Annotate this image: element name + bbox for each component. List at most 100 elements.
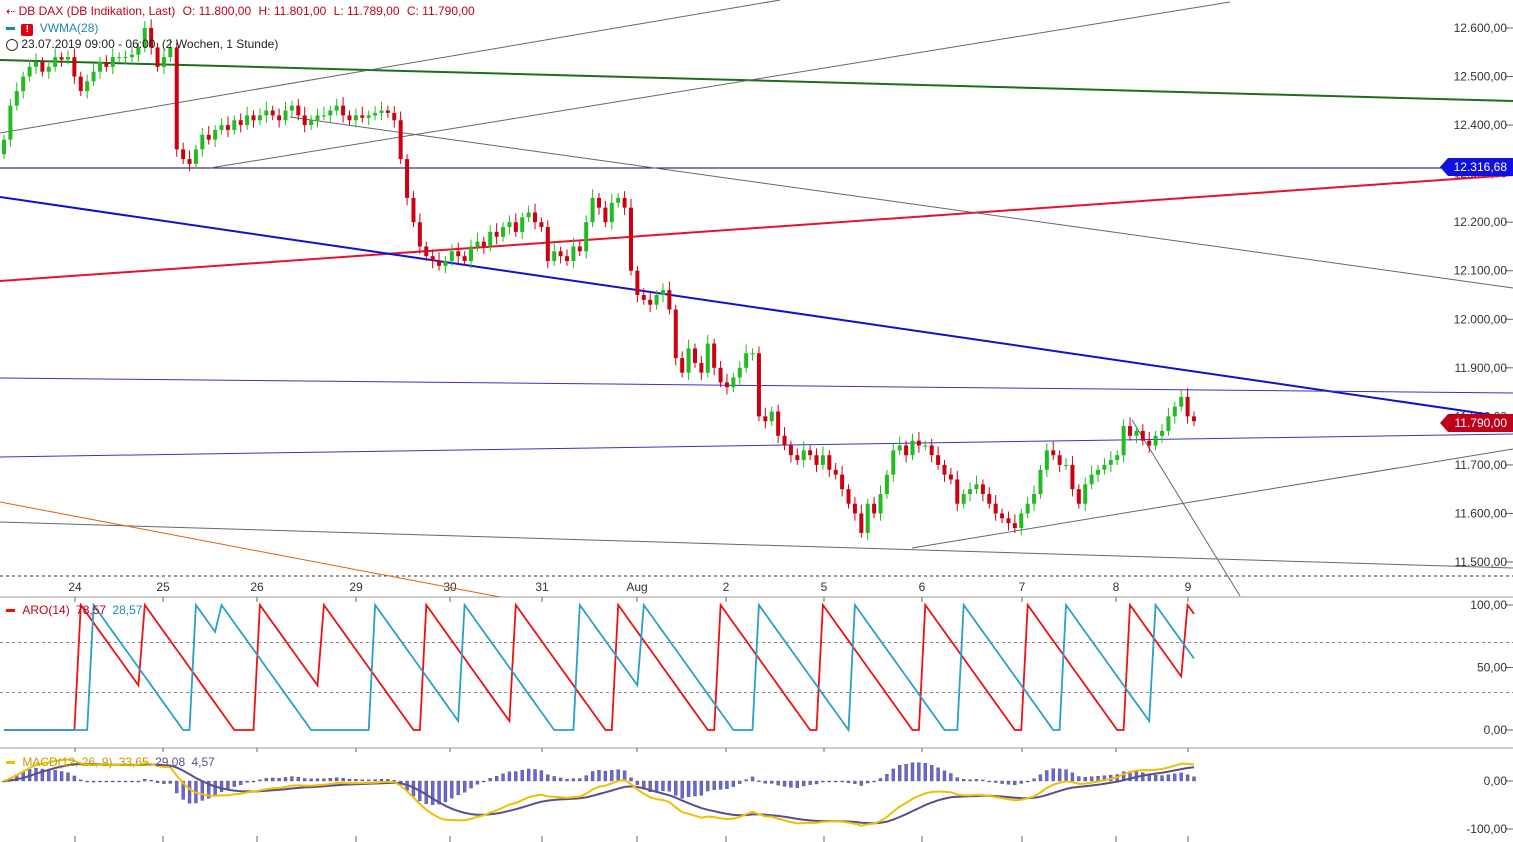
aroon-tick-label: 0,00 (1484, 723, 1508, 737)
candle-body (667, 290, 672, 310)
candle-body (385, 110, 390, 113)
macd-histogram-bar (450, 780, 454, 799)
candle-body (123, 57, 128, 59)
candle-body (321, 115, 326, 117)
grey-trendline (0, 521, 1513, 569)
close-value: C: 11.790,00 (406, 4, 475, 18)
x-tick-label: 25 (156, 580, 170, 594)
macd-histogram-bar (654, 780, 659, 793)
candle-body (846, 489, 851, 504)
macd-histogram-bar (367, 779, 371, 782)
macd-histogram-bar (98, 780, 102, 783)
candle-body (840, 474, 845, 490)
candle-body (628, 207, 633, 271)
header-row-2: ! VWMA(28) (6, 21, 98, 36)
candle-body (769, 411, 774, 422)
candle-body (948, 474, 953, 480)
vwma-label[interactable]: VWMA(28) (39, 21, 99, 35)
candle-body (392, 112, 397, 121)
macd-histogram-bar (456, 780, 460, 796)
candle-body (929, 445, 934, 456)
macd-histogram-bar (1019, 780, 1023, 784)
macd-histogram-bar (699, 780, 704, 796)
candle-body (59, 57, 64, 60)
macd-histogram-bar (475, 780, 480, 785)
aroon-up-line (4, 602, 1195, 731)
candle-body (347, 115, 352, 121)
price-tick-label: 12.100,00 (1454, 264, 1508, 278)
macd-histogram-bar (731, 780, 736, 787)
candle-body (27, 66, 32, 77)
macd-histogram-bar (207, 780, 211, 799)
candle-body (609, 202, 614, 223)
candle-body (648, 299, 653, 305)
candle-body (1115, 455, 1120, 461)
candle-body (590, 197, 595, 223)
candle-body (526, 212, 531, 218)
candle-body (533, 212, 538, 223)
macd-histogram-bar (744, 779, 748, 782)
candle-body (974, 484, 979, 490)
macd-histogram-bar (315, 778, 320, 782)
aroon-label[interactable]: ARO(14) (22, 603, 70, 617)
candle-body (251, 115, 256, 121)
macd-histogram-bar (1045, 770, 1049, 782)
macd-histogram-bar (590, 771, 595, 782)
candle-body (97, 61, 102, 72)
macd-histogram-bar (885, 773, 889, 782)
candle-body (859, 513, 864, 533)
macd-histogram-bar (706, 780, 710, 792)
candle-body (968, 489, 973, 495)
candle-body (980, 484, 985, 495)
candle-body (1153, 435, 1158, 446)
candle-body (641, 295, 646, 300)
candle-body (1019, 513, 1024, 529)
level-price-badge-label: 12.316,68 (1454, 160, 1508, 174)
macd-histogram-bar (360, 779, 364, 782)
last-price-badge (1440, 414, 1513, 432)
macd-histogram-bar (712, 780, 716, 790)
x-tick-label: 31 (535, 580, 549, 594)
macd-histogram-bar (878, 778, 883, 782)
macd-histogram-bar (143, 778, 147, 782)
macd-histogram-bar (462, 780, 467, 793)
macd-label[interactable]: MACD(12, 26, 9) (22, 755, 113, 769)
candle-body (417, 222, 422, 247)
candle-body (200, 134, 205, 150)
range-label[interactable]: (2 Wochen, 1 Stunde) (161, 37, 279, 51)
macd-histogram-bar (469, 780, 473, 789)
macd-histogram-bar (437, 780, 441, 805)
candle-body (750, 353, 755, 355)
candle-body (424, 246, 429, 257)
macd-histogram-bar (507, 771, 512, 782)
macd-histogram-bar (821, 780, 825, 783)
warning-icon[interactable]: ! (21, 24, 34, 36)
candle-body (469, 246, 474, 262)
candle-body (852, 503, 857, 514)
macd-histogram-bar (245, 780, 249, 783)
macd-histogram-bar (962, 779, 966, 782)
macd-legend: MACD(12, 26, 9) 33,65 29,08 4,57 (6, 755, 215, 769)
macd-histogram-bar (123, 780, 128, 783)
candle-body (462, 256, 467, 262)
macd-histogram-bar (501, 773, 505, 782)
candle-body (597, 197, 601, 208)
candle-body (955, 479, 960, 504)
macd-histogram-bar (578, 778, 582, 782)
candle-body (737, 367, 742, 378)
aroon-down-value: 28,57 (112, 603, 143, 617)
candle-body (136, 47, 141, 55)
candle-body (289, 105, 294, 111)
x-tick-label: 7 (1019, 580, 1026, 594)
macd-histogram-bar (661, 780, 665, 791)
macd-histogram-bar (552, 776, 556, 782)
macd-histogram-bar (296, 776, 300, 782)
macd-histogram-bar (347, 778, 352, 782)
macd-histogram-bar (1006, 780, 1011, 785)
macd-histogram-bar (891, 768, 895, 782)
macd-histogram-bar (680, 780, 684, 799)
candle-body (187, 159, 192, 164)
candle-body (1038, 469, 1043, 495)
candle-body (705, 343, 710, 373)
